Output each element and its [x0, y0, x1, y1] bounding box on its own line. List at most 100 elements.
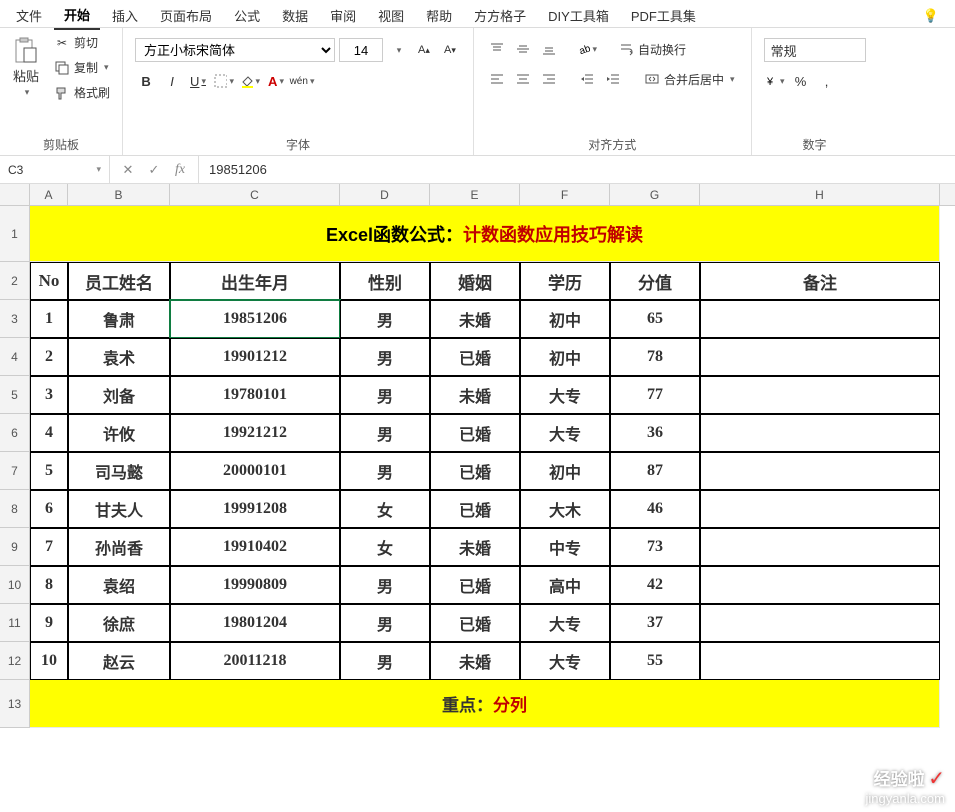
- cell[interactable]: 19921212: [170, 414, 340, 452]
- col-header[interactable]: H: [700, 184, 940, 205]
- cell[interactable]: [700, 604, 940, 642]
- row-header[interactable]: 12: [0, 642, 29, 680]
- paste-button[interactable]: 粘贴: [8, 32, 44, 102]
- cell[interactable]: 37: [610, 604, 700, 642]
- align-top-button[interactable]: [486, 38, 508, 60]
- cell[interactable]: 42: [610, 566, 700, 604]
- menu-item-10[interactable]: DIY工具箱: [538, 2, 619, 29]
- cell[interactable]: 中专: [520, 528, 610, 566]
- cell[interactable]: 1: [30, 300, 68, 338]
- header-cell[interactable]: 备注: [700, 262, 940, 300]
- cell[interactable]: 男: [340, 642, 430, 680]
- cell[interactable]: 已婚: [430, 452, 520, 490]
- cell[interactable]: 男: [340, 452, 430, 490]
- cell[interactable]: 已婚: [430, 414, 520, 452]
- cell[interactable]: 大专: [520, 604, 610, 642]
- cell[interactable]: 已婚: [430, 490, 520, 528]
- accept-formula-button[interactable]: ✓: [144, 160, 164, 180]
- cell[interactable]: 初中: [520, 300, 610, 338]
- cell[interactable]: 男: [340, 376, 430, 414]
- cell[interactable]: [700, 528, 940, 566]
- cell[interactable]: 5: [30, 452, 68, 490]
- cell[interactable]: 许攸: [68, 414, 170, 452]
- row-header[interactable]: 3: [0, 300, 29, 338]
- cell[interactable]: 19780101: [170, 376, 340, 414]
- menu-item-11[interactable]: PDF工具集: [621, 2, 706, 29]
- col-header[interactable]: G: [610, 184, 700, 205]
- header-cell[interactable]: 性别: [340, 262, 430, 300]
- merge-center-button[interactable]: 合并后居中: [640, 69, 739, 90]
- cell[interactable]: 未婚: [430, 642, 520, 680]
- cell[interactable]: [700, 414, 940, 452]
- align-bottom-button[interactable]: [538, 38, 560, 60]
- cell[interactable]: [700, 376, 940, 414]
- cell[interactable]: 女: [340, 490, 430, 528]
- col-header[interactable]: C: [170, 184, 340, 205]
- bold-button[interactable]: B: [135, 70, 157, 92]
- menu-item-2[interactable]: 插入: [102, 2, 148, 29]
- cell[interactable]: 徐庶: [68, 604, 170, 642]
- phonetic-button[interactable]: wén: [291, 70, 313, 92]
- font-size-input[interactable]: [339, 38, 383, 62]
- comma-button[interactable]: ,: [816, 70, 838, 92]
- menu-item-7[interactable]: 视图: [368, 2, 414, 29]
- border-button[interactable]: [213, 70, 235, 92]
- align-center-button[interactable]: [512, 68, 534, 90]
- decrease-indent-button[interactable]: [576, 68, 598, 90]
- menu-item-1[interactable]: 开始: [54, 1, 100, 30]
- cell[interactable]: 高中: [520, 566, 610, 604]
- cell[interactable]: 19851206: [170, 300, 340, 338]
- font-family-select[interactable]: 方正小标宋简体: [135, 38, 335, 62]
- formula-input[interactable]: 19851206: [199, 162, 955, 177]
- cell[interactable]: 袁绍: [68, 566, 170, 604]
- cell[interactable]: 73: [610, 528, 700, 566]
- cell[interactable]: 20000101: [170, 452, 340, 490]
- cell[interactable]: 19990809: [170, 566, 340, 604]
- col-header[interactable]: E: [430, 184, 520, 205]
- cell[interactable]: 7: [30, 528, 68, 566]
- cell[interactable]: 男: [340, 604, 430, 642]
- cut-button[interactable]: ✂剪切: [50, 32, 114, 53]
- cell[interactable]: 9: [30, 604, 68, 642]
- cancel-formula-button[interactable]: ✕: [118, 160, 138, 180]
- cell[interactable]: 鲁肃: [68, 300, 170, 338]
- cell[interactable]: 未婚: [430, 376, 520, 414]
- cell[interactable]: 甘夫人: [68, 490, 170, 528]
- menu-item-0[interactable]: 文件: [6, 2, 52, 29]
- cell[interactable]: 46: [610, 490, 700, 528]
- header-cell[interactable]: 员工姓名: [68, 262, 170, 300]
- currency-button[interactable]: ¥: [764, 70, 786, 92]
- cell[interactable]: [700, 490, 940, 528]
- cell[interactable]: 袁术: [68, 338, 170, 376]
- header-cell[interactable]: 出生年月: [170, 262, 340, 300]
- name-box[interactable]: C3▾: [0, 156, 110, 183]
- header-cell[interactable]: No: [30, 262, 68, 300]
- cell[interactable]: 司马懿: [68, 452, 170, 490]
- increase-indent-button[interactable]: [602, 68, 624, 90]
- row-header[interactable]: 1: [0, 206, 29, 262]
- wrap-text-button[interactable]: 自动换行: [614, 39, 690, 60]
- cell[interactable]: 初中: [520, 452, 610, 490]
- cell[interactable]: 2: [30, 338, 68, 376]
- row-header[interactable]: 9: [0, 528, 29, 566]
- cell[interactable]: 大专: [520, 414, 610, 452]
- select-all-corner[interactable]: [0, 184, 30, 206]
- header-cell[interactable]: 婚姻: [430, 262, 520, 300]
- cell[interactable]: 65: [610, 300, 700, 338]
- cell[interactable]: 19901212: [170, 338, 340, 376]
- row-header[interactable]: 2: [0, 262, 29, 300]
- cell[interactable]: 4: [30, 414, 68, 452]
- col-header[interactable]: F: [520, 184, 610, 205]
- font-size-dd[interactable]: [387, 39, 409, 61]
- header-cell[interactable]: 分值: [610, 262, 700, 300]
- menu-item-4[interactable]: 公式: [224, 2, 270, 29]
- footer-cell[interactable]: 重点：分列: [30, 680, 940, 728]
- row-header[interactable]: 10: [0, 566, 29, 604]
- fx-button[interactable]: fx: [170, 160, 190, 180]
- row-header[interactable]: 13: [0, 680, 29, 728]
- cell[interactable]: 男: [340, 566, 430, 604]
- menu-item-3[interactable]: 页面布局: [150, 2, 222, 29]
- cell[interactable]: [700, 566, 940, 604]
- cell[interactable]: 男: [340, 414, 430, 452]
- cell[interactable]: 19991208: [170, 490, 340, 528]
